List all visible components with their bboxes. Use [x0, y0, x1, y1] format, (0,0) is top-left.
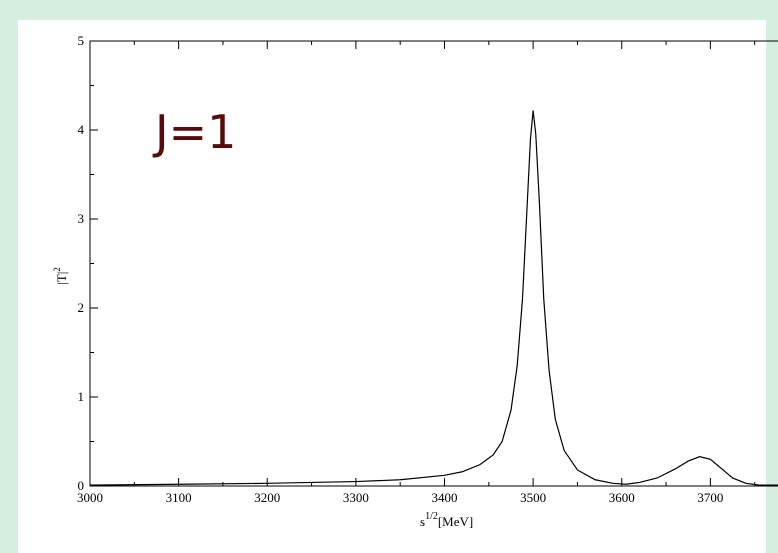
x-tick-label: 3400: [432, 490, 458, 505]
x-tick-label: 3300: [343, 490, 369, 505]
x-axis-label-base: s: [420, 514, 425, 529]
y-axis-label-base: |T|: [54, 272, 69, 285]
y-tick-label: 3: [78, 211, 85, 226]
x-axis-label-sup: 1/2: [425, 511, 438, 522]
y-tick-label: 0: [78, 478, 85, 493]
x-tick-label: 3200: [254, 490, 280, 505]
x-tick-label: 3000: [77, 490, 103, 505]
j-annotation: J=1: [152, 105, 236, 159]
x-axis-label: s1/2[MeV]: [420, 511, 473, 529]
x-tick-label: 3700: [697, 490, 723, 505]
y-axis-label-group: |T|2: [52, 267, 69, 285]
y-tick-label: 2: [78, 300, 85, 315]
x-tick-label: 3500: [520, 490, 546, 505]
series-line: [89, 110, 778, 486]
x-axis-label-unit: [MeV]: [438, 514, 473, 529]
y-tick-label: 5: [78, 33, 85, 48]
y-tick-label: 1: [78, 389, 85, 404]
x-tick-label: 3600: [609, 490, 635, 505]
x-tick-label: 3100: [166, 490, 192, 505]
y-axis-label: |T|2: [52, 267, 69, 285]
y-axis-label-sup: 2: [52, 267, 62, 272]
chart-panel: [18, 20, 766, 553]
y-tick-label: 4: [78, 122, 85, 137]
axis-ticks: 3000310032003300340035003600370038000123…: [77, 33, 756, 505]
